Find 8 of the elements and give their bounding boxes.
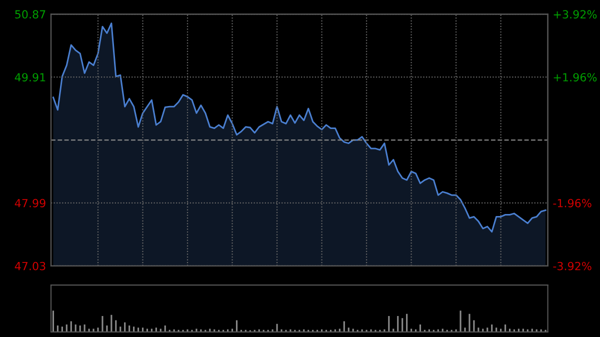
y-tick-label: 49.91: [14, 73, 46, 82]
y2-tick-label: +1.96%: [554, 73, 597, 82]
y2-tick-label: +3.92%: [554, 10, 597, 19]
y-tick-label: 47.03: [14, 262, 46, 270]
y2-tick-label: -1.96%: [553, 198, 592, 208]
y-tick-label: 50.87: [15, 10, 46, 19]
y2-tick-label: -3.92%: [553, 262, 592, 270]
y-tick-label: 47.99: [14, 198, 46, 208]
